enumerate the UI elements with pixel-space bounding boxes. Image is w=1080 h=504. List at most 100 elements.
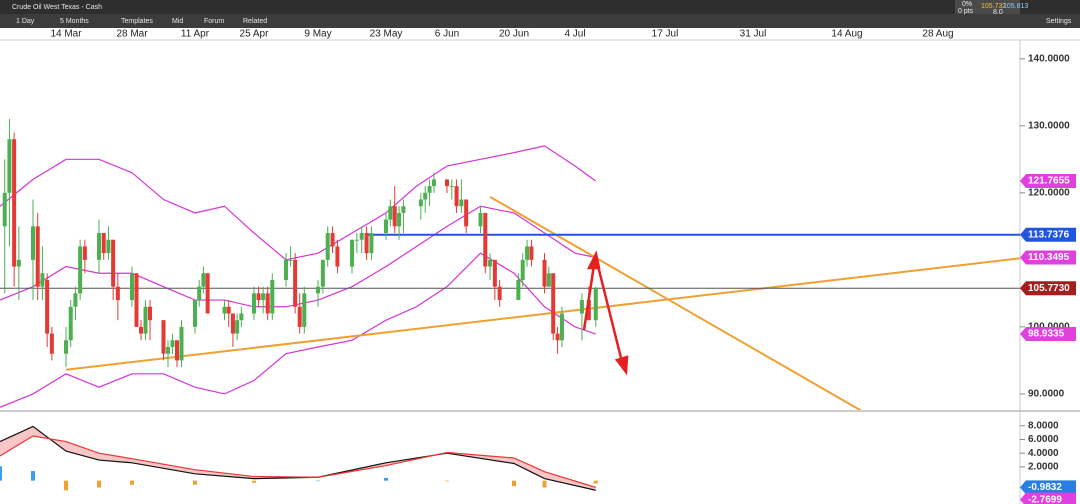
- templates[interactable]: Templates: [121, 18, 153, 25]
- price-label-box: [1020, 250, 1076, 265]
- macd-fill: [0, 426, 596, 491]
- x-tick-label: 23 May: [370, 29, 403, 40]
- candle-body: [445, 179, 449, 187]
- macd-line: [0, 425, 596, 491]
- candle-body: [431, 179, 436, 187]
- sell-price[interactable]: 105.732: [981, 3, 1006, 10]
- candle-body: [130, 273, 134, 301]
- price-label-box: [1020, 480, 1076, 495]
- candle-body: [483, 212, 488, 267]
- mid[interactable]: Mid: [172, 18, 183, 25]
- price-label: 110.3495: [1028, 252, 1070, 263]
- range[interactable]: 5 Months: [60, 18, 89, 25]
- histogram-bar: [97, 480, 101, 488]
- histogram-bar: [193, 480, 197, 485]
- price-label-box: [1020, 173, 1076, 188]
- x-tick-label: 20 Jun: [499, 29, 529, 40]
- candle-body: [555, 333, 560, 341]
- candle-body: [418, 199, 423, 207]
- candle-body: [330, 233, 335, 247]
- price-label-box: [1020, 227, 1076, 242]
- histogram-bar: [31, 471, 35, 481]
- x-tick-label: 6 Jun: [435, 29, 459, 40]
- candle-body: [148, 306, 152, 321]
- candle-body: [111, 239, 116, 287]
- candle-body: [40, 273, 45, 287]
- price-label: 98.9335: [1028, 329, 1065, 340]
- candle-body: [45, 279, 50, 334]
- candle-body: [101, 233, 106, 254]
- histogram-bar: [512, 480, 516, 487]
- y-tick-label: 2.0000: [1028, 462, 1059, 473]
- forum[interactable]: Forum: [204, 18, 224, 25]
- related[interactable]: Related: [243, 18, 267, 25]
- price-label: 113.7376: [1028, 229, 1070, 240]
- histogram-bar: [64, 480, 68, 491]
- candle-body: [350, 239, 354, 267]
- toolbar: [0, 14, 1080, 28]
- x-tick-label: 4 Jul: [564, 29, 585, 40]
- candle-body: [270, 279, 275, 314]
- candle-body: [201, 273, 206, 287]
- forecast-arrows: [582, 250, 629, 376]
- y-tick-label: 140.0000: [1028, 53, 1070, 64]
- candle-body: [488, 259, 493, 267]
- interval[interactable]: 1 Day: [16, 18, 35, 25]
- candle-body: [478, 212, 483, 227]
- x-tick-label: 14 Aug: [831, 29, 862, 40]
- price-label-box: [1020, 492, 1076, 504]
- buy-price[interactable]: 105.813: [1003, 3, 1028, 10]
- histogram-bar: [593, 480, 598, 484]
- candle-body: [134, 273, 139, 327]
- toolbar-top: [0, 0, 1080, 14]
- histogram-bar: [542, 480, 547, 488]
- candle-body: [230, 313, 235, 334]
- candle-body: [293, 259, 298, 307]
- candle-body: [454, 186, 459, 207]
- x-tick-label: 28 Mar: [116, 29, 148, 40]
- candle-body: [49, 333, 54, 354]
- price-label-box: [1020, 281, 1076, 296]
- candle-body: [320, 259, 325, 287]
- candle-body: [106, 239, 111, 254]
- candle-body: [586, 300, 591, 321]
- x-tick-label: 14 Mar: [50, 29, 82, 40]
- y-tick-label: 6.0000: [1028, 434, 1059, 445]
- candle-body: [384, 219, 388, 234]
- price-label-box: [1020, 327, 1076, 342]
- candle-body: [354, 239, 359, 241]
- price-box: [955, 0, 1020, 14]
- candle-body: [401, 206, 406, 213]
- candle-body: [175, 340, 179, 361]
- candle-body: [265, 293, 270, 314]
- candle-body: [197, 286, 202, 301]
- instrument[interactable]: Crude Oil West Texas - Cash: [12, 4, 102, 11]
- trendline: [65, 257, 1020, 371]
- price-label: 105.7730: [1028, 283, 1070, 294]
- candle-body: [397, 212, 402, 227]
- candle-body: [82, 246, 87, 260]
- candle-body: [516, 279, 521, 301]
- candle-body: [193, 300, 197, 327]
- y-tick-label: 130.0000: [1028, 120, 1070, 131]
- candle-body: [170, 340, 175, 347]
- histogram-bar: [252, 480, 256, 483]
- settings[interactable]: Settings: [1046, 18, 1072, 25]
- histogram-bar: [130, 480, 134, 485]
- candle-body: [593, 288, 598, 321]
- candle-body: [316, 286, 320, 294]
- candle-body: [256, 293, 261, 301]
- candle-body: [222, 306, 227, 314]
- histogram-bar: [316, 480, 320, 482]
- spread: 8.0: [993, 9, 1003, 16]
- candle-body: [179, 326, 184, 361]
- candle-body: [12, 139, 17, 267]
- x-tick-label: 17 Jul: [652, 29, 679, 40]
- candle-body: [235, 320, 240, 334]
- candle-body: [497, 286, 502, 301]
- y-tick-label: 8.0000: [1028, 420, 1059, 431]
- y-tick-label: 4.0000: [1028, 448, 1059, 459]
- change-pct: 0%: [962, 1, 972, 8]
- x-tick-label: 31 Jul: [740, 29, 767, 40]
